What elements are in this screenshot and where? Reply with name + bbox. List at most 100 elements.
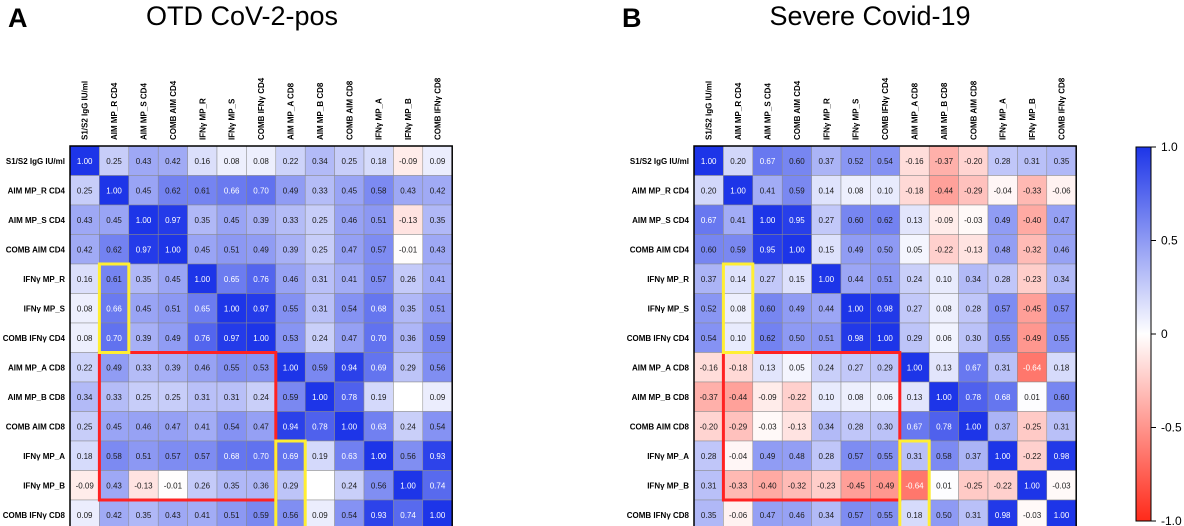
row-label: IFNγ MP_R (647, 275, 689, 284)
heatmap-cell (870, 322, 901, 353)
column-label: AIM MP_R CD4 (110, 82, 119, 140)
cell-value-label: 0.70 (253, 186, 269, 195)
heatmap-cell (128, 175, 159, 206)
heatmap-cell (840, 470, 871, 501)
heatmap-cell (304, 352, 335, 383)
heatmap-cell (840, 175, 871, 206)
cell-value-label: 0.48 (789, 452, 805, 461)
highlight-box (898, 439, 931, 526)
cell-value-label: 0.58 (936, 452, 952, 461)
cell-value-label: 0.93 (430, 452, 446, 461)
row-label: COMB IFNγ CD8 (3, 511, 66, 520)
row-label: COMB IFNγ CD4 (3, 334, 66, 343)
cell-value-label: 0.24 (342, 481, 358, 490)
cell-value-label: 0.37 (995, 422, 1011, 431)
heatmap-cell (781, 293, 812, 324)
heatmap-cell (128, 381, 159, 412)
cell-value-label: 0.63 (371, 422, 387, 431)
heatmap-cell (99, 145, 130, 176)
column-label: S1/S2 IgG IU/ml (81, 81, 90, 140)
heatmap-cell (334, 293, 365, 324)
cell-value-label: 0.06 (936, 334, 952, 343)
heatmap-cell (723, 263, 754, 294)
heatmap-cell (693, 411, 724, 442)
heatmap-cell (1046, 263, 1077, 294)
heatmap-cell (157, 352, 188, 383)
cell-value-label: 0.34 (966, 275, 982, 284)
heatmap-cell (752, 234, 783, 265)
column-label: COMB AIM CD4 (169, 80, 178, 140)
heatmap-cell (811, 411, 842, 442)
heatmap-cell (870, 175, 901, 206)
cell-value-label: 0.10 (819, 393, 835, 402)
heatmap-cell (275, 352, 306, 383)
row-label: IFNγ MP_B (647, 481, 689, 490)
cell-value-label: 0.05 (907, 245, 923, 254)
cell-value-label: 0.51 (819, 334, 835, 343)
heatmap-cell (304, 470, 335, 501)
heatmap-cell (422, 440, 453, 471)
cell-value-label: 1.00 (966, 422, 982, 431)
cell-value-label: 0.67 (966, 363, 982, 372)
heatmap-cell (811, 204, 842, 235)
column-label: IFNγ MP_R (822, 98, 831, 140)
heatmap-cell (899, 145, 930, 176)
cell-value-label: 0.18 (907, 511, 923, 520)
cell-value-label: 0.51 (136, 452, 152, 461)
cell-value-label: 0.55 (224, 363, 240, 372)
cell-value-label: 1.00 (430, 511, 446, 520)
heatmap-cell (1017, 263, 1048, 294)
cell-value-label: 0.97 (224, 334, 240, 343)
cell-value-label: -0.44 (935, 186, 954, 195)
heatmap-cell (393, 411, 424, 442)
heatmap-cell (811, 293, 842, 324)
heatmap-panel-a: A OTD CoV-2-pos S1/S2 IgG IU/ml AIM MP_R CD… (3, 1, 453, 526)
cell-value-label: 0.05 (789, 363, 805, 372)
heatmap-cell (1046, 175, 1077, 206)
heatmap-cell (693, 352, 724, 383)
cell-value-label: 0.28 (819, 452, 835, 461)
cell-value-label: 0.37 (701, 275, 717, 284)
heatmap-cell (275, 470, 306, 501)
heatmap-cell (958, 204, 989, 235)
cell-value-label: 0.24 (819, 363, 835, 372)
cell-value-label: 0.50 (877, 245, 893, 254)
cell-value-label: 0.01 (1024, 393, 1040, 402)
heatmap-cell (157, 322, 188, 353)
heatmap-cell (899, 381, 930, 412)
row-label: COMB AIM CD4 (630, 245, 690, 254)
cell-value-label: 0.49 (106, 363, 122, 372)
cell-value-label: -0.64 (1023, 363, 1042, 372)
heatmap-cell (99, 411, 130, 442)
heatmap-cell (840, 411, 871, 442)
cell-value-label: 0.25 (165, 393, 181, 402)
cell-value-label: 0.55 (1054, 334, 1070, 343)
heatmap-cell (958, 145, 989, 176)
heatmap-cell (958, 175, 989, 206)
cell-value-label: 0.62 (165, 186, 181, 195)
cell-value-label: 0.18 (77, 452, 93, 461)
cell-value-label: 0.35 (195, 216, 211, 225)
heatmap-cell (304, 175, 335, 206)
cell-value-label: 0.49 (283, 186, 299, 195)
highlight-box (274, 439, 307, 526)
cell-value-label: 1.00 (77, 157, 93, 166)
heatmap-cell (216, 234, 247, 265)
heatmap-cell (723, 293, 754, 324)
cell-value-label: 0.10 (936, 275, 952, 284)
heatmap-cell (987, 234, 1018, 265)
cell-value-label: -0.16 (905, 157, 924, 166)
cell-value-label: -0.29 (964, 186, 983, 195)
highlight-box (97, 262, 131, 354)
column-label: AIM MP_S CD4 (140, 83, 149, 140)
heatmap-border (69, 145, 453, 526)
cell-value-label: 0.22 (283, 157, 299, 166)
cell-value-label: 0.09 (430, 393, 446, 402)
heatmap-cell (781, 234, 812, 265)
cell-value-label: 0.66 (106, 304, 122, 313)
column-label: S1/S2 IgG IU/ml (705, 81, 714, 140)
cell-value-label: 0.34 (77, 393, 93, 402)
heatmap-cell (422, 470, 453, 501)
heatmap-cell (1017, 470, 1048, 501)
cell-value-label: 0.25 (77, 422, 93, 431)
